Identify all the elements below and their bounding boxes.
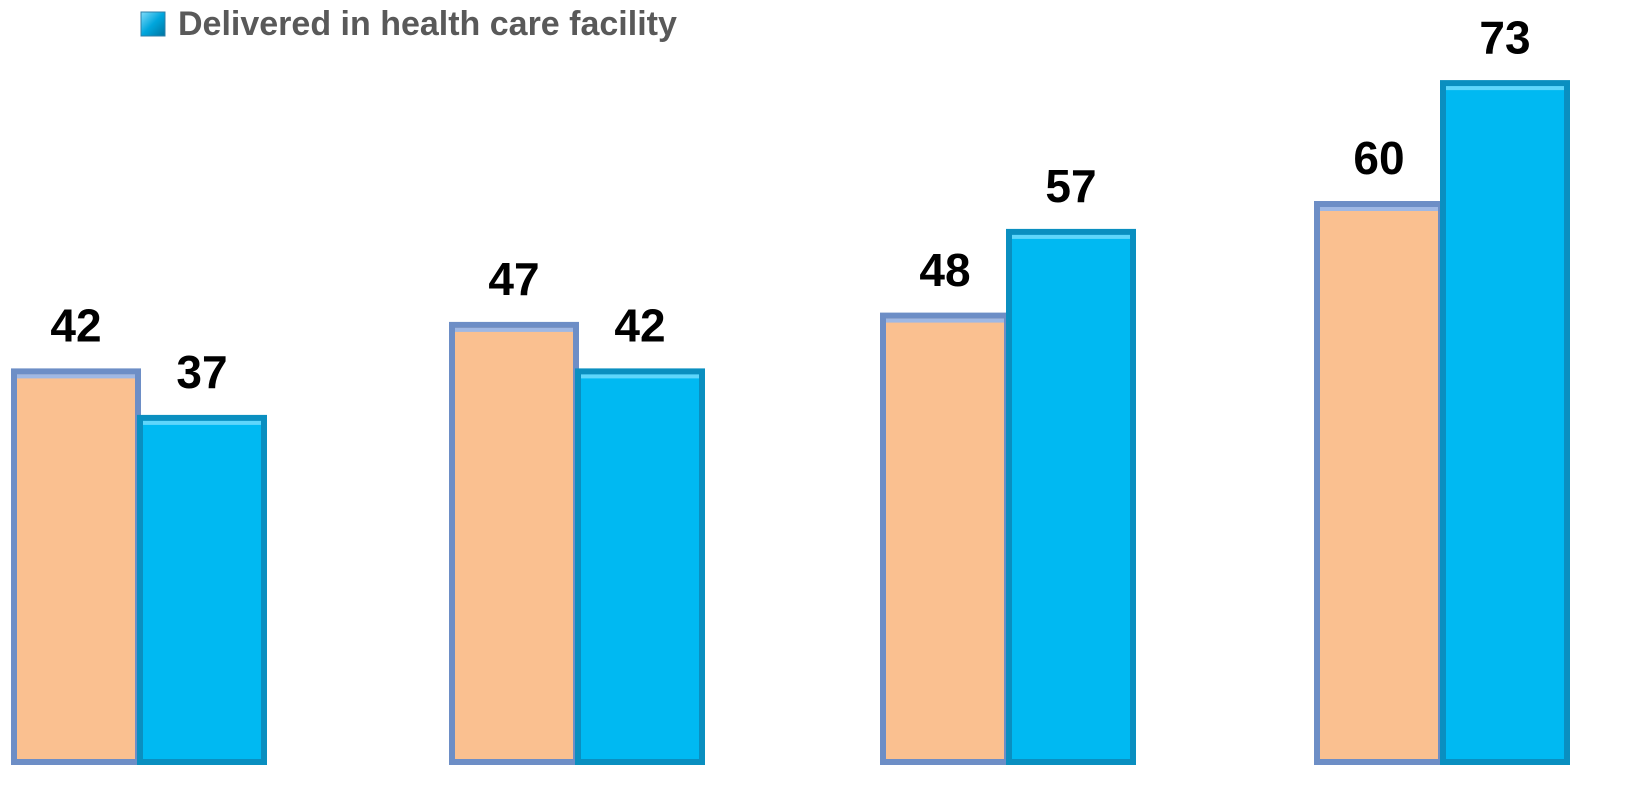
bar-highlight <box>1446 86 1564 91</box>
legend-label: Delivered in health care facility <box>178 5 677 43</box>
bar <box>1314 201 1444 765</box>
value-label: 47 <box>488 253 539 305</box>
bar <box>575 368 705 765</box>
bar-highlight <box>581 374 699 379</box>
value-label: 73 <box>1479 11 1530 63</box>
bar-highlight <box>455 327 573 332</box>
bar-highlight <box>1320 207 1438 211</box>
bar-highlight <box>17 374 135 379</box>
bar <box>880 312 1010 765</box>
value-label: 37 <box>176 346 227 398</box>
bar <box>1006 228 1136 765</box>
bar <box>11 368 141 765</box>
value-label: 48 <box>919 244 970 296</box>
bar <box>137 414 267 765</box>
legend-swatch <box>140 11 166 37</box>
bar-highlight <box>1012 234 1130 239</box>
value-label: 42 <box>50 300 101 352</box>
bar <box>449 321 579 765</box>
value-label: 57 <box>1045 160 1096 212</box>
bar-highlight <box>143 420 261 425</box>
value-label: 42 <box>614 300 665 352</box>
bar <box>1440 80 1570 766</box>
value-label: 60 <box>1353 132 1404 184</box>
bar-highlight <box>886 318 1004 323</box>
